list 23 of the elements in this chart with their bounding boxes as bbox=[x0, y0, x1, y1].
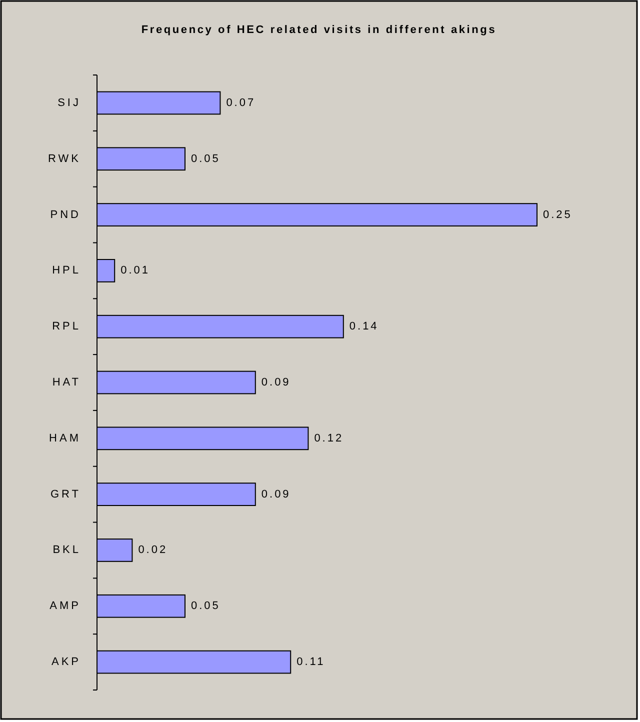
data-label: 0.14 bbox=[349, 320, 379, 333]
y-tick-label: HPL bbox=[52, 264, 81, 277]
data-label: 0.07 bbox=[226, 96, 256, 109]
data-label: 0.05 bbox=[191, 600, 220, 612]
y-tick-label: BKL bbox=[52, 544, 81, 556]
data-label: 0.09 bbox=[261, 488, 291, 500]
y-tick-label: PND bbox=[50, 208, 81, 221]
data-label: 0.02 bbox=[138, 544, 168, 556]
data-label: 0.01 bbox=[120, 264, 150, 277]
data-label: 0.11 bbox=[296, 656, 326, 668]
chart-title: Frequency of HEC related visits in different akings bbox=[141, 24, 497, 36]
data-label: 0.09 bbox=[261, 376, 291, 388]
y-tick-label: RWK bbox=[48, 152, 81, 165]
y-tick-label: GRT bbox=[50, 488, 81, 500]
data-label: 0.05 bbox=[191, 152, 220, 165]
y-tick-label: HAT bbox=[52, 376, 81, 388]
y-tick-label: AMP bbox=[50, 600, 81, 612]
data-label: 0.12 bbox=[314, 432, 344, 444]
y-tick-label: HAM bbox=[49, 432, 81, 444]
y-tick-label: AKP bbox=[51, 656, 81, 668]
y-tick-label: SIJ bbox=[58, 96, 81, 109]
data-label: 0.25 bbox=[543, 208, 572, 221]
y-tick-label: RPL bbox=[52, 320, 81, 333]
